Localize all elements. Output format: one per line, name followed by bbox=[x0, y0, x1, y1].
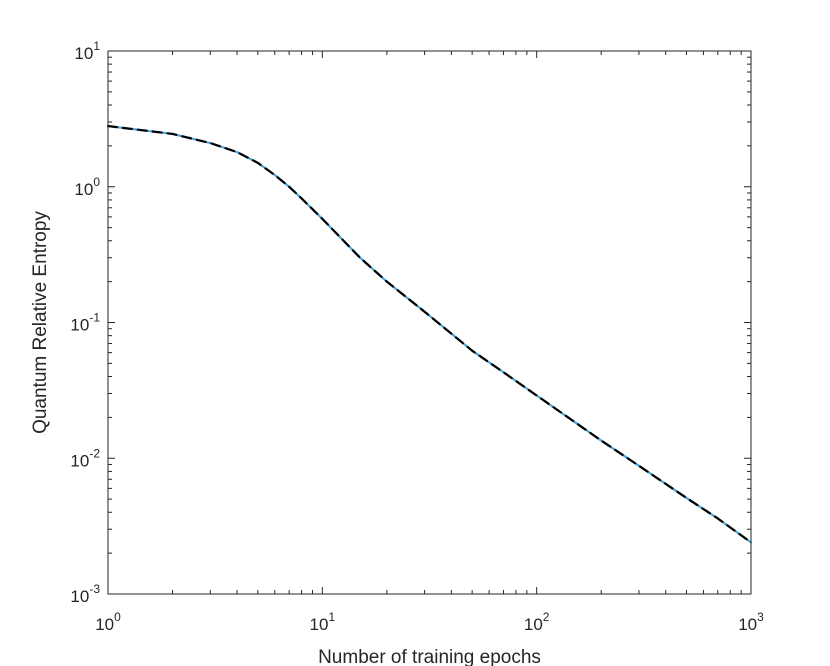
y-tick-label: 100 bbox=[74, 175, 100, 199]
plot-background bbox=[108, 51, 751, 594]
axis-ticks bbox=[107, 50, 752, 595]
plot-frame bbox=[107, 50, 752, 595]
y-tick-label: 10-2 bbox=[70, 446, 100, 470]
x-tick-label: 101 bbox=[310, 610, 336, 634]
y-tick-label: 10-1 bbox=[70, 311, 100, 335]
series-line-2 bbox=[106, 124, 753, 544]
x-axis-label: Number of training epochs bbox=[318, 647, 541, 666]
y-tick-label: 101 bbox=[74, 39, 100, 63]
x-tick-label: 102 bbox=[524, 610, 550, 634]
y-tick-label: 10-3 bbox=[70, 582, 100, 606]
x-tick-label: 103 bbox=[738, 610, 764, 634]
x-tick-label: 100 bbox=[95, 610, 121, 634]
y-axis-label: Quantum Relative Entropy bbox=[30, 211, 51, 434]
tick-labels: 100 101 102 103 10-3 10-2 10-1 100 101 bbox=[70, 39, 764, 634]
series-group bbox=[106, 124, 753, 544]
